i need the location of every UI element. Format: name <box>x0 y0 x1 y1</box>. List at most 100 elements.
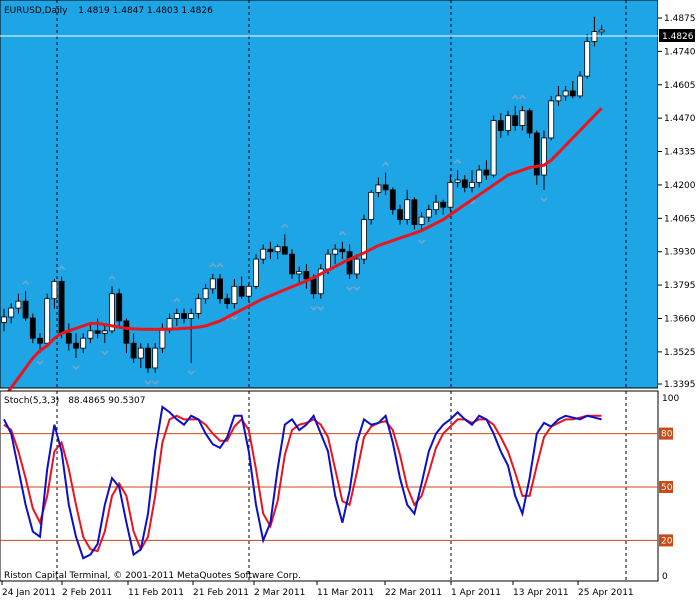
price-tick-label: 1.4065 <box>664 214 696 224</box>
candle <box>555 86 562 106</box>
candle <box>245 283 252 302</box>
price-tick-label: 1.4605 <box>664 81 696 91</box>
stochastic-signal-line <box>3 414 602 553</box>
candle <box>440 199 447 215</box>
candle <box>598 24 605 36</box>
candle <box>217 273 223 304</box>
price-tick-label: 1.4740 <box>664 47 696 57</box>
candle <box>202 283 209 304</box>
time-tick-label: 11 Feb 2011 <box>128 588 184 598</box>
price-tick-label: 1.3660 <box>664 314 696 324</box>
price-pane[interactable]: EURUSD,Daily 1.4819 1.4847 1.4803 1.4826 <box>0 0 659 399</box>
candle <box>533 130 540 185</box>
candle <box>22 291 29 321</box>
ohlc-values: 1.4819 1.4847 1.4803 1.4826 <box>78 6 213 16</box>
candle <box>368 189 375 225</box>
fractal-up-arrow <box>216 262 224 268</box>
candle <box>454 170 461 188</box>
candle <box>181 308 187 324</box>
stochastic-pane[interactable]: Stoch(5,3,3) 88.4865 90.5307 Riston Capi… <box>0 390 659 582</box>
price-pane-header: EURUSD,Daily 1.4819 1.4847 1.4803 1.4826 <box>4 6 213 16</box>
stochastic-axis[interactable]: 100 80 50 20 0 <box>659 394 679 582</box>
stochastic-values: 88.4865 90.5307 <box>68 396 145 406</box>
candle <box>519 105 526 131</box>
time-tick-label: 22 Mar 2011 <box>385 588 442 598</box>
fractal-up-arrow <box>338 230 346 236</box>
candle <box>137 343 144 368</box>
fractal-down-arrow <box>540 197 548 202</box>
stochastic-name: Stoch(5,3,3) <box>4 396 59 406</box>
candle <box>145 343 151 373</box>
price-tick-label: 1.4335 <box>664 148 696 158</box>
candle <box>274 244 281 260</box>
fractal-up-arrow <box>108 275 116 280</box>
price-tick-label: 1.3930 <box>664 248 696 258</box>
candle <box>65 323 72 351</box>
candle <box>188 308 195 363</box>
candle <box>497 113 504 138</box>
candle <box>289 249 295 279</box>
fractal-up-arrow <box>173 297 181 303</box>
candle <box>8 303 15 324</box>
price-pane-background <box>0 0 659 389</box>
candle <box>389 187 396 215</box>
candle <box>15 293 22 314</box>
candle <box>591 16 598 47</box>
candle <box>505 110 511 136</box>
fractal-down-arrow <box>187 370 195 376</box>
stochastic-tick-label: 20 <box>661 536 673 546</box>
price-tick-label: 1.3395 <box>664 380 696 390</box>
candle <box>253 254 259 289</box>
candle <box>353 254 360 279</box>
candlestick-series <box>1 16 605 373</box>
time-tick-label: 2 Feb 2011 <box>62 588 112 598</box>
candle <box>231 278 238 309</box>
candle <box>562 86 569 101</box>
copyright-text: Riston Capital Terminal, © 2001-2011 Met… <box>4 571 301 581</box>
candle <box>101 323 108 344</box>
candle <box>382 172 389 195</box>
candle <box>58 276 65 339</box>
stochastic-tick-label: 0 <box>662 572 668 582</box>
candle <box>476 165 483 188</box>
fractal-down-arrow <box>418 239 426 244</box>
fractal-down-arrow <box>310 306 318 311</box>
candle <box>1 308 7 332</box>
candle <box>425 204 432 223</box>
fractal-down-arrow <box>230 316 238 321</box>
time-tick-label: 2 Mar 2011 <box>254 588 305 598</box>
fractal-down-arrow <box>72 365 80 371</box>
candle <box>404 189 411 225</box>
fractal-down-arrow <box>101 350 109 356</box>
candle <box>173 308 180 326</box>
time-tick-label: 11 Mar 2011 <box>317 588 374 598</box>
stochastic-tick-label: 80 <box>661 430 673 440</box>
candle <box>44 293 51 344</box>
fractal-down-arrow <box>346 286 354 291</box>
candle <box>303 264 310 289</box>
time-tick-label: 21 Feb 2011 <box>193 588 249 598</box>
price-axis-background <box>658 0 698 600</box>
candle <box>577 71 583 99</box>
candle <box>29 313 36 344</box>
candle <box>238 276 245 299</box>
stochastic-header: Stoch(5,3,3) 88.4865 90.5307 <box>4 396 146 406</box>
fractal-up-arrow <box>382 161 390 167</box>
candle <box>548 95 555 141</box>
fractal-down-arrow <box>317 306 325 311</box>
candle <box>397 204 403 225</box>
candle <box>469 170 475 193</box>
price-tick-label: 1.4470 <box>664 114 696 124</box>
current-price-tag: 1.4826 <box>659 29 695 42</box>
time-axis[interactable]: 24 Jan 2011 2 Feb 2011 11 Feb 2011 21 Feb 2… <box>1 581 634 598</box>
candle <box>73 333 79 359</box>
candle <box>87 323 94 344</box>
candle <box>447 175 454 213</box>
price-tick-label: 1.3525 <box>664 348 696 358</box>
price-tick-label: 1.4875 <box>664 14 696 24</box>
price-axis[interactable]: 1.4875 1.4740 1.4605 1.4470 1.4335 1.4200 1.40… <box>658 0 698 600</box>
level-tag <box>659 481 673 493</box>
time-tick-label: 13 Apr 2011 <box>513 588 569 598</box>
fractal-up-arrow <box>58 265 66 270</box>
